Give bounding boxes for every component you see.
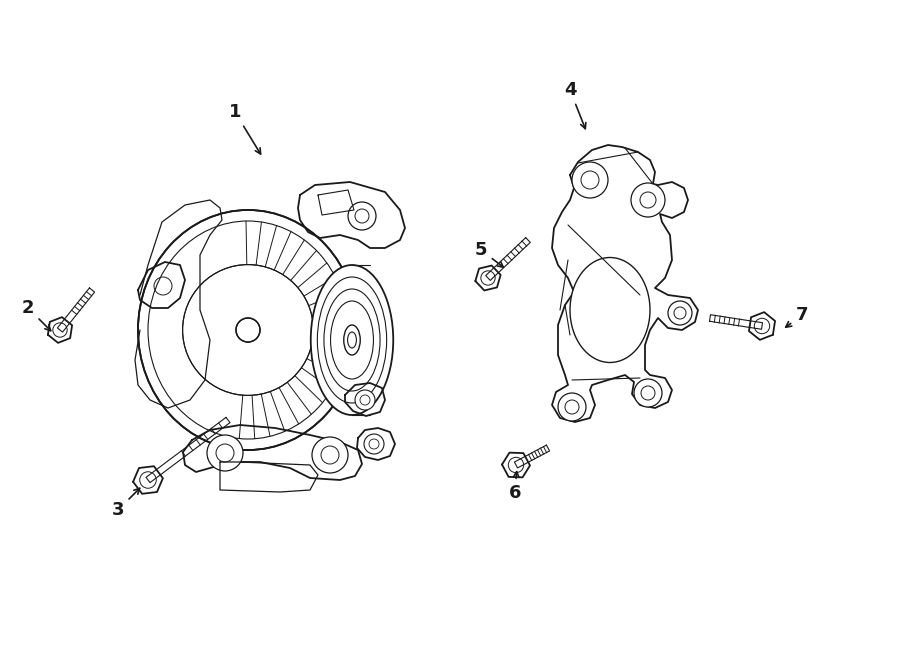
Circle shape bbox=[312, 437, 348, 473]
Circle shape bbox=[183, 264, 313, 395]
Ellipse shape bbox=[344, 325, 360, 355]
Text: 6: 6 bbox=[508, 472, 521, 502]
Polygon shape bbox=[486, 237, 530, 280]
Circle shape bbox=[348, 202, 376, 230]
Text: 4: 4 bbox=[563, 81, 586, 129]
Text: 2: 2 bbox=[22, 299, 50, 330]
Circle shape bbox=[558, 393, 586, 421]
Polygon shape bbox=[298, 182, 405, 248]
Polygon shape bbox=[357, 428, 395, 460]
Circle shape bbox=[668, 301, 692, 325]
Polygon shape bbox=[749, 312, 775, 340]
Text: 1: 1 bbox=[229, 103, 261, 154]
Polygon shape bbox=[58, 288, 94, 332]
Ellipse shape bbox=[347, 332, 356, 348]
Circle shape bbox=[634, 379, 662, 407]
Polygon shape bbox=[345, 383, 385, 416]
Polygon shape bbox=[502, 453, 530, 477]
Circle shape bbox=[207, 435, 243, 471]
Polygon shape bbox=[146, 417, 230, 483]
Circle shape bbox=[572, 162, 608, 198]
Circle shape bbox=[364, 434, 384, 454]
Text: 5: 5 bbox=[475, 241, 503, 267]
Polygon shape bbox=[183, 425, 362, 480]
Text: 7: 7 bbox=[786, 306, 808, 327]
Polygon shape bbox=[220, 462, 318, 492]
Ellipse shape bbox=[570, 258, 650, 362]
Polygon shape bbox=[138, 262, 185, 308]
Polygon shape bbox=[515, 445, 550, 468]
Text: 3: 3 bbox=[112, 488, 140, 519]
Ellipse shape bbox=[310, 265, 393, 415]
Circle shape bbox=[631, 183, 665, 217]
Polygon shape bbox=[552, 145, 698, 422]
Circle shape bbox=[236, 318, 260, 342]
Ellipse shape bbox=[138, 210, 358, 450]
Polygon shape bbox=[48, 317, 72, 343]
Polygon shape bbox=[709, 315, 762, 329]
Polygon shape bbox=[475, 266, 500, 290]
Circle shape bbox=[355, 390, 375, 410]
Polygon shape bbox=[133, 466, 163, 494]
Polygon shape bbox=[318, 190, 354, 215]
